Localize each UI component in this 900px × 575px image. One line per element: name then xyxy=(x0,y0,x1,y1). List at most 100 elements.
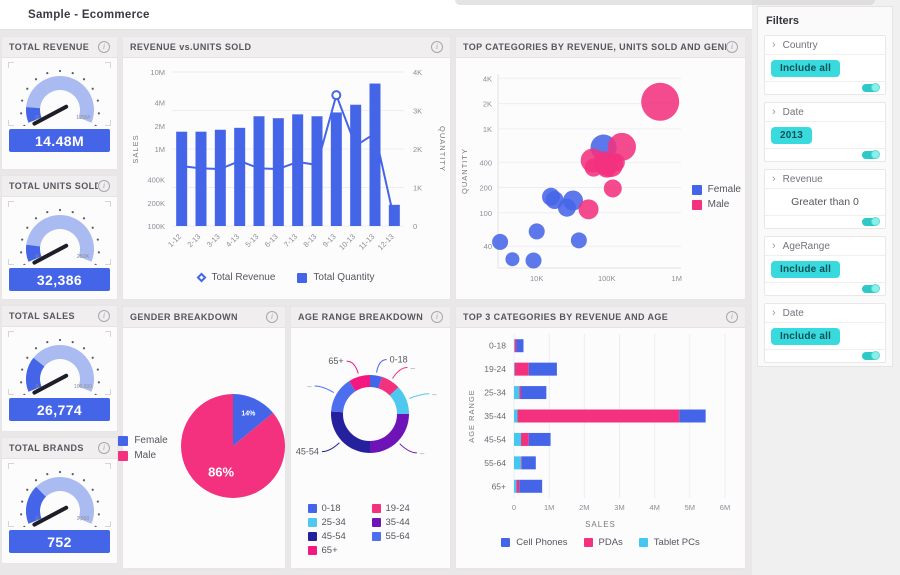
legend-item-age-45-54[interactable]: 45-54 xyxy=(307,531,370,542)
filter-value-chip[interactable]: Include all xyxy=(771,260,841,278)
combo-chart: 0 1K 2K 3K 4K 100K 200K 400K 1M 2M 4M 10M 1-12 2-13 3-… xyxy=(123,60,450,272)
topbar: Sample - Ecommerce xyxy=(0,0,752,30)
gauge-chart: 0 100,000 xyxy=(8,331,111,395)
card-total-revenue: TOTAL REVENUE i 0 125M 14.48M xyxy=(1,36,118,170)
filter-toggle[interactable] xyxy=(862,284,880,293)
legend-item-female[interactable]: Female xyxy=(118,435,168,446)
svg-text:4K: 4K xyxy=(413,68,422,77)
legend-item-male[interactable]: Male xyxy=(691,199,741,210)
dashboard-title: Sample - Ecommerce xyxy=(28,8,150,21)
filter-header[interactable]: › Date xyxy=(765,103,885,122)
chevron-right-icon: › xyxy=(772,307,776,319)
filter-toggle[interactable] xyxy=(862,217,880,226)
age-swatch-icon xyxy=(371,504,381,513)
card-top-categories-bubble: TOP CATEGORIES BY REVENUE, UNITS SOLD AN… xyxy=(455,36,746,300)
info-icon[interactable]: i xyxy=(431,311,443,323)
legend-item-male[interactable]: Male xyxy=(118,450,167,461)
info-icon[interactable]: i xyxy=(98,41,110,53)
filter-label: Revenue xyxy=(782,173,823,185)
card-total-sales: TOTAL SALES i 0 100,000 26,774 xyxy=(1,305,118,432)
card-header[interactable]: TOTAL UNITS SOLD i xyxy=(2,176,117,197)
card-header[interactable]: AGE RANGE BREAKDOWN i xyxy=(291,307,450,328)
svg-text:35-44: 35-44 xyxy=(484,411,506,421)
legend-item-age-25-34[interactable]: 25-34 xyxy=(307,517,370,528)
card-header[interactable]: TOTAL REVENUE i xyxy=(2,37,117,58)
chevron-right-icon: › xyxy=(772,173,776,185)
legend-item-age-19-24[interactable]: 19-24 xyxy=(371,503,434,514)
card-header[interactable]: TOTAL BRANDS i xyxy=(2,438,117,459)
legend-item-tablet-pcs[interactable]: Tablet PCs xyxy=(638,537,700,548)
filter-header[interactable]: › Date xyxy=(765,304,885,323)
info-icon[interactable]: i xyxy=(98,180,110,192)
chevron-right-icon: › xyxy=(772,106,776,118)
card-header[interactable]: REVENUE vs.UNITS SOLD i xyxy=(123,37,450,58)
filter-value-text[interactable]: Greater than 0 xyxy=(791,196,859,208)
svg-text:55-64: 55-64 xyxy=(484,458,506,468)
bar-swatch-icon xyxy=(297,272,308,283)
card-gender-breakdown: GENDER BREAKDOWN i Female Male 14% 86% xyxy=(118,306,286,569)
filter-header[interactable]: › Country xyxy=(765,36,885,55)
tablet-pcs-swatch-icon xyxy=(638,538,648,547)
card-header[interactable]: TOP 3 CATEGORIES BY REVENUE AND AGE i xyxy=(456,307,745,328)
filter-value-chip[interactable]: Include all xyxy=(771,59,841,77)
card-header[interactable]: TOTAL SALES i xyxy=(2,306,117,327)
legend-item-age-55-64[interactable]: 55-64 xyxy=(371,531,434,542)
filter-toggle[interactable] xyxy=(862,83,880,92)
filter-label: AgeRange xyxy=(782,240,830,252)
info-icon[interactable]: i xyxy=(98,442,110,454)
svg-text:5-13: 5-13 xyxy=(243,232,260,249)
svg-text:200K: 200K xyxy=(147,199,165,208)
info-icon[interactable]: i xyxy=(726,311,738,323)
svg-text:3K: 3K xyxy=(413,107,422,116)
svg-text:14%: 14% xyxy=(241,410,256,417)
card-title: REVENUE vs.UNITS SOLD xyxy=(130,42,252,52)
filter-header[interactable]: › AgeRange xyxy=(765,237,885,256)
svg-text:2-13: 2-13 xyxy=(185,232,202,249)
filter-group-agerange: › AgeRange Include all xyxy=(764,236,886,296)
legend-item-cell-phones[interactable]: Cell Phones xyxy=(501,537,568,548)
legend-item-age-65+[interactable]: 65+ xyxy=(307,545,370,556)
legend-item-age-0-18[interactable]: 0-18 xyxy=(307,503,370,514)
legend-item-total-quantity[interactable]: Total Quantity xyxy=(297,272,375,283)
bubble-legend: Female Male xyxy=(691,184,741,210)
age-swatch-icon xyxy=(307,518,317,527)
chevron-right-icon: › xyxy=(772,39,776,51)
info-icon[interactable]: i xyxy=(726,41,738,53)
legend-item-total-revenue[interactable]: Total Revenue xyxy=(197,272,275,283)
filter-toggle[interactable] xyxy=(862,351,880,360)
card-header[interactable]: GENDER BREAKDOWN i xyxy=(123,307,285,328)
filters-panel: Filters › Country Include all › Date 201… xyxy=(757,6,893,367)
filter-header[interactable]: › Revenue xyxy=(765,170,885,189)
pdas-swatch-icon xyxy=(583,538,593,547)
svg-text:4-13: 4-13 xyxy=(224,232,241,249)
filter-value-chip[interactable]: 2013 xyxy=(771,126,813,144)
stacked-xlabel: SALES xyxy=(585,520,616,529)
legend-item-age-35-44[interactable]: 35-44 xyxy=(371,517,434,528)
donut-legend: 0-18 19-24 25-34 35-44 45-54 55-64 65+ xyxy=(307,503,434,556)
svg-text:0-18: 0-18 xyxy=(489,341,506,351)
info-icon[interactable]: i xyxy=(431,41,443,53)
legend-item-female[interactable]: Female xyxy=(691,184,741,195)
gauge-value: 32,386 xyxy=(9,268,110,291)
svg-text:–: – xyxy=(307,382,312,391)
info-icon[interactable]: i xyxy=(266,311,278,323)
legend-item-pdas[interactable]: PDAs xyxy=(583,537,623,548)
info-icon[interactable]: i xyxy=(98,310,110,322)
filter-value-chip[interactable]: Include all xyxy=(771,327,841,345)
male-swatch-icon xyxy=(118,450,129,461)
card-total-brands: TOTAL BRANDS i 0 2,500 752 xyxy=(1,437,118,564)
filter-toggle[interactable] xyxy=(862,150,880,159)
line-marker-icon xyxy=(197,272,207,283)
card-title: TOTAL SALES xyxy=(9,311,75,321)
age-swatch-icon xyxy=(307,532,317,541)
card-top3-categories: TOP 3 CATEGORIES BY REVENUE AND AGE i 0 1… xyxy=(455,306,746,569)
filters-title: Filters xyxy=(766,15,800,27)
toggle-knob-icon xyxy=(871,217,880,226)
male-swatch-icon xyxy=(691,199,702,210)
card-revenue-vs-units: REVENUE vs.UNITS SOLD i 0 1K 2K 3K 4K 100K 200… xyxy=(122,36,451,300)
card-header[interactable]: TOP CATEGORIES BY REVENUE, UNITS SOLD AN… xyxy=(456,37,745,58)
svg-text:7-13: 7-13 xyxy=(282,232,299,249)
svg-text:200: 200 xyxy=(479,184,492,193)
filter-label: Date xyxy=(782,307,804,319)
